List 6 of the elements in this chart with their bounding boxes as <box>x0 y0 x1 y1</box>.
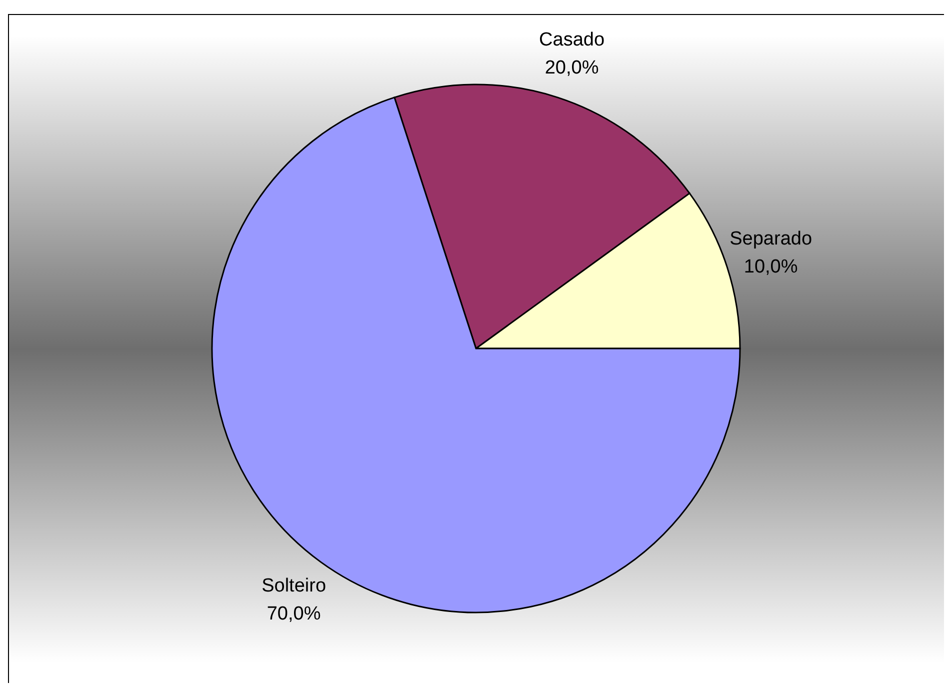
data-label: 20,0% <box>544 58 599 79</box>
slice-label: Separado <box>730 228 812 250</box>
slice-label: Casado <box>539 30 605 51</box>
data-label: 70,0% <box>266 603 321 624</box>
slice-label: Solteiro <box>262 575 326 596</box>
data-label: 10,0% <box>744 256 798 278</box>
